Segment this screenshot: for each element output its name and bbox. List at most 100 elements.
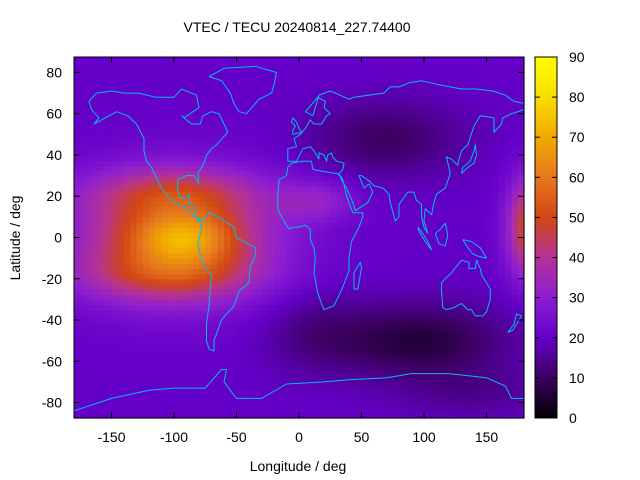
heatmap-cell [74,180,81,187]
heatmap-cell [155,149,163,156]
heatmap-cell [167,87,175,94]
heatmap-cell [124,165,131,172]
heatmap-cell [105,392,113,398]
heatmap-cell [286,356,294,362]
heatmap-cell [292,170,300,177]
heatmap-cell [311,175,319,182]
heatmap-cell [255,361,263,368]
heatmap-cell [161,237,169,244]
heatmap-cell [511,134,519,141]
heatmap-cell [392,185,400,192]
heatmap-cell [449,278,456,285]
heatmap-cell [117,371,125,378]
heatmap-cell [455,216,463,223]
heatmap-cell [499,309,506,316]
heatmap-cell [436,154,444,161]
heatmap-cell [430,381,438,388]
heatmap-cell [311,82,319,89]
heatmap-cell [117,191,125,197]
heatmap-cell [317,258,325,264]
heatmap-cell [355,227,363,233]
heatmap-cell [217,165,225,172]
heatmap-cell [111,283,119,290]
heatmap-cell [211,350,219,357]
heatmap-cell [386,165,394,172]
heatmap-cell [492,98,500,105]
heatmap-cell [417,278,425,285]
heatmap-cell [367,325,375,331]
heatmap-cell [430,242,438,249]
heatmap-cell [130,412,138,419]
heatmap-cell [386,185,394,192]
heatmap-cell [92,371,100,378]
heatmap-cell [255,67,263,74]
heatmap-cell [455,72,463,79]
heatmap-cell [230,412,238,419]
heatmap-cell [80,283,88,290]
heatmap-cell [105,170,113,177]
heatmap-cell [424,67,431,74]
heatmap-cell [205,232,213,239]
heatmap-cell [517,392,525,398]
heatmap-cell [111,144,119,151]
heatmap-cell [324,381,331,388]
heatmap-cell [330,103,338,110]
heatmap-cell [111,170,119,177]
heatmap-cell [480,392,488,398]
heatmap-cell [86,124,94,130]
heatmap-cell [380,196,388,202]
heatmap-cell [474,320,481,326]
heatmap-cell [292,397,300,404]
heatmap-cell [311,124,319,130]
heatmap-cell [317,185,325,192]
heatmap-cell [280,165,288,172]
heatmap-cell [317,165,325,172]
heatmap-cell [367,320,375,326]
heatmap-cell [486,283,494,290]
heatmap-cell [192,407,200,414]
heatmap-cell [305,402,313,409]
heatmap-cell [249,314,256,321]
heatmap-cell [386,180,394,187]
heatmap-cell [86,340,94,347]
heatmap-cell [317,278,325,285]
heatmap-cell [130,134,138,141]
heatmap-cell [161,154,169,161]
heatmap-cell [330,268,338,275]
heatmap-cell [417,258,425,264]
heatmap-cell [92,335,100,342]
heatmap-cell [286,82,294,89]
heatmap-cell [80,289,88,295]
heatmap-cell [492,206,500,213]
heatmap-cell [380,98,388,105]
heatmap-cell [411,392,419,398]
heatmap-cell [474,283,481,290]
heatmap-cell [174,263,181,270]
heatmap-cell [286,154,294,161]
heatmap-cell [155,278,163,285]
heatmap-cell [405,283,413,290]
heatmap-cell [299,345,306,352]
heatmap-cell [442,149,450,156]
heatmap-cell [117,325,125,331]
heatmap-cell [292,222,300,228]
heatmap-cell [192,201,200,208]
heatmap-cell [242,350,250,357]
heatmap-cell [374,77,381,84]
heatmap-cell [430,124,438,130]
heatmap-cell [261,242,269,249]
heatmap-cell [236,294,244,300]
heatmap-cell [405,62,413,68]
heatmap-cell [380,160,388,166]
heatmap-cell [186,67,194,74]
heatmap-cell [342,340,350,347]
heatmap-cell [274,381,281,388]
heatmap-cell [105,237,113,244]
heatmap-cell [380,175,388,182]
heatmap-cell [467,273,475,280]
heatmap-cell [399,376,406,383]
heatmap-cell [411,242,419,249]
heatmap-cell [330,242,338,249]
heatmap-cell [261,124,269,130]
heatmap-cell [430,170,438,177]
